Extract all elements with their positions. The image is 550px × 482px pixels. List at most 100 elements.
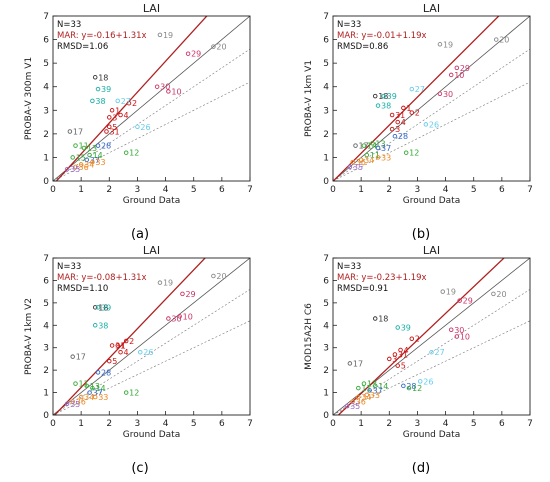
y-tick-label: 1 xyxy=(323,153,329,163)
y-tick-label: 7 xyxy=(43,254,49,264)
point-label: 2 xyxy=(415,335,420,344)
y-axis-label: PROBA-V 300m V1 xyxy=(24,57,34,140)
point-label: 31 xyxy=(109,128,119,137)
data-point xyxy=(367,388,372,393)
data-point xyxy=(347,164,353,170)
stat-fit: MAR: y=-0.23+1.19x xyxy=(337,273,427,283)
data-point xyxy=(361,143,367,148)
chart-title: LAI xyxy=(143,244,160,257)
point-label: 13 xyxy=(87,144,97,153)
point-label: 3 xyxy=(392,355,397,364)
data-point xyxy=(123,150,129,155)
point-label: 4 xyxy=(124,111,129,120)
data-point xyxy=(70,155,75,160)
point-label: 29 xyxy=(463,297,473,306)
point-label: 13 xyxy=(367,380,377,389)
point-label: 38 xyxy=(98,321,108,330)
data-point xyxy=(137,349,143,355)
point-label: 10 xyxy=(460,333,470,342)
fit-line xyxy=(53,258,207,415)
point-label: 37 xyxy=(373,386,383,395)
data-point xyxy=(78,394,84,400)
data-point xyxy=(375,145,381,151)
tolerance-line-lower-2 xyxy=(53,320,250,415)
stat-fit: MAR: y=-0.01+1.19x xyxy=(337,31,427,41)
y-tick-label: 5 xyxy=(43,59,49,69)
y-tick-label: 2 xyxy=(43,366,49,376)
data-point xyxy=(344,403,350,409)
x-tick-label: 6 xyxy=(499,419,505,429)
stat-n: N=33 xyxy=(57,262,81,272)
y-tick-label: 0 xyxy=(323,411,329,421)
y-tick-label: 1 xyxy=(323,389,329,399)
point-label: 5 xyxy=(112,357,117,366)
data-point xyxy=(457,298,462,303)
data-point xyxy=(211,273,216,279)
point-label: 34 xyxy=(84,393,94,402)
x-tick-label: 5 xyxy=(191,185,197,195)
reference-lines xyxy=(53,258,250,415)
point-label: 35 xyxy=(70,400,80,409)
point-label: 18 xyxy=(378,92,388,101)
x-axis-label: Ground Data xyxy=(403,196,460,206)
data-point xyxy=(392,352,398,357)
point-label: 39 xyxy=(387,92,397,101)
data-point xyxy=(417,379,423,384)
point-label: 12 xyxy=(129,389,139,398)
point-label: 33 xyxy=(95,158,105,167)
point-label: 39 xyxy=(401,324,411,333)
one-to-one-line xyxy=(53,16,250,181)
y-axis-label: MOD15A2H C6 xyxy=(304,303,314,370)
data-point xyxy=(73,143,78,148)
point-label: 39 xyxy=(101,303,111,312)
y-tick-label: 7 xyxy=(43,12,49,22)
tolerance-line-lower xyxy=(53,289,250,415)
point-label: 18 xyxy=(98,73,108,82)
point-label: 33 xyxy=(381,153,391,162)
y-tick-label: 0 xyxy=(43,177,49,187)
y-tick-label: 5 xyxy=(323,59,329,69)
point-label: 26 xyxy=(140,123,150,132)
data-point xyxy=(440,289,446,294)
data-point xyxy=(398,347,403,353)
plot-frame xyxy=(52,15,251,182)
point-label: 14 xyxy=(95,384,105,393)
data-point xyxy=(92,75,98,80)
data-point xyxy=(90,159,95,165)
point-label: 29 xyxy=(185,290,195,299)
tolerance-line-lower xyxy=(333,289,530,415)
x-tick-label: 1 xyxy=(78,185,84,195)
data-point xyxy=(73,381,78,386)
point-label: 18 xyxy=(378,315,388,324)
y-tick-label: 7 xyxy=(323,254,329,264)
data-point xyxy=(403,150,409,155)
data-point xyxy=(70,399,75,404)
x-tick-label: 3 xyxy=(135,419,141,429)
data-point xyxy=(401,383,406,389)
x-tick-label: 7 xyxy=(247,185,253,195)
tolerance-line-lower-2 xyxy=(333,81,530,181)
data-point xyxy=(406,385,412,391)
data-point xyxy=(448,72,454,78)
data-point xyxy=(350,399,355,404)
point-label: 11 xyxy=(79,380,89,389)
point-label: 3 xyxy=(112,113,117,122)
data-point xyxy=(115,98,120,104)
data-point xyxy=(92,323,98,328)
x-tick-label: 2 xyxy=(106,419,112,429)
point-label: 11 xyxy=(361,384,371,393)
point-label: 17 xyxy=(359,142,369,151)
point-label: 36 xyxy=(356,398,366,407)
data-point xyxy=(364,392,370,398)
data-point xyxy=(211,44,216,49)
tolerance-line-lower-2 xyxy=(53,81,250,181)
point-label: 27 xyxy=(435,348,445,357)
point-label: 14 xyxy=(378,382,388,391)
stat-fit: MAR: y=-0.16+1.31x xyxy=(57,31,147,41)
x-tick-label: 4 xyxy=(443,419,449,429)
x-tick-label: 7 xyxy=(527,419,533,429)
point-label: 39 xyxy=(101,85,111,94)
